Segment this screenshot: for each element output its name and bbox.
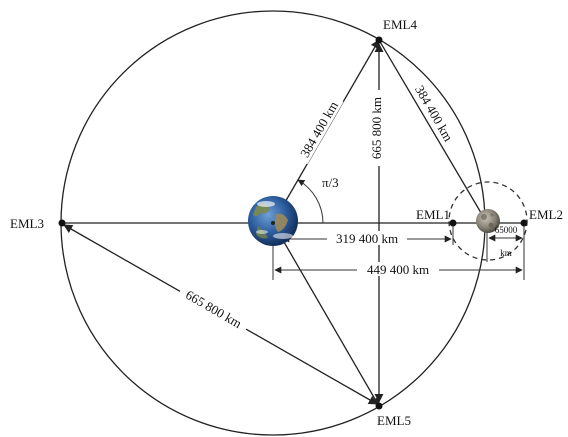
eml2-dot (520, 219, 528, 227)
angle-arc (297, 179, 324, 224)
earth-eml5-line (272, 222, 380, 407)
eml3-eml5-distance-text: 665 800 km (183, 287, 244, 331)
earth-eml1-distance-text: 319 400 km (336, 231, 398, 246)
eml4-eml5-distance: 665 800 km (369, 90, 384, 166)
eml3-dot (58, 219, 66, 227)
earth-eml4-distance-text: 384 400 km (297, 99, 341, 160)
moon-region-dashed-circle (448, 181, 528, 261)
eml4-label: EML4 (383, 17, 417, 32)
moon-image (476, 209, 500, 233)
moon-eml2-distance-number: 65000 (495, 225, 518, 235)
eml4-moon-line (378, 39, 488, 224)
eml4-dot (375, 36, 383, 44)
angle-label: π/3 (322, 175, 339, 190)
earth-eml2-distance: 449 400 km (357, 262, 439, 277)
moon-eml2-distance-unit: km (500, 248, 512, 258)
eml5-dot (375, 402, 383, 410)
eml1-label: EML1 (416, 207, 450, 222)
eml1-dot (449, 219, 457, 227)
earth-eml4-distance: 384 400 km (295, 94, 344, 165)
eml2-label: EML2 (529, 207, 563, 222)
eml4-moon-distance: 384 400 km (409, 78, 458, 149)
earth-center-dot (271, 221, 275, 225)
eml3-eml5-distance: 665 800 km (177, 284, 250, 335)
eml4-eml5-distance-text: 665 800 km (369, 97, 384, 159)
eml4-moon-distance-text: 384 400 km (412, 83, 456, 144)
eml3-label: EML3 (10, 216, 44, 231)
earth-eml1-distance: 319 400 km (327, 231, 407, 246)
earth-eml2-distance-text: 449 400 km (367, 262, 429, 277)
eml5-label: EML5 (377, 413, 411, 428)
